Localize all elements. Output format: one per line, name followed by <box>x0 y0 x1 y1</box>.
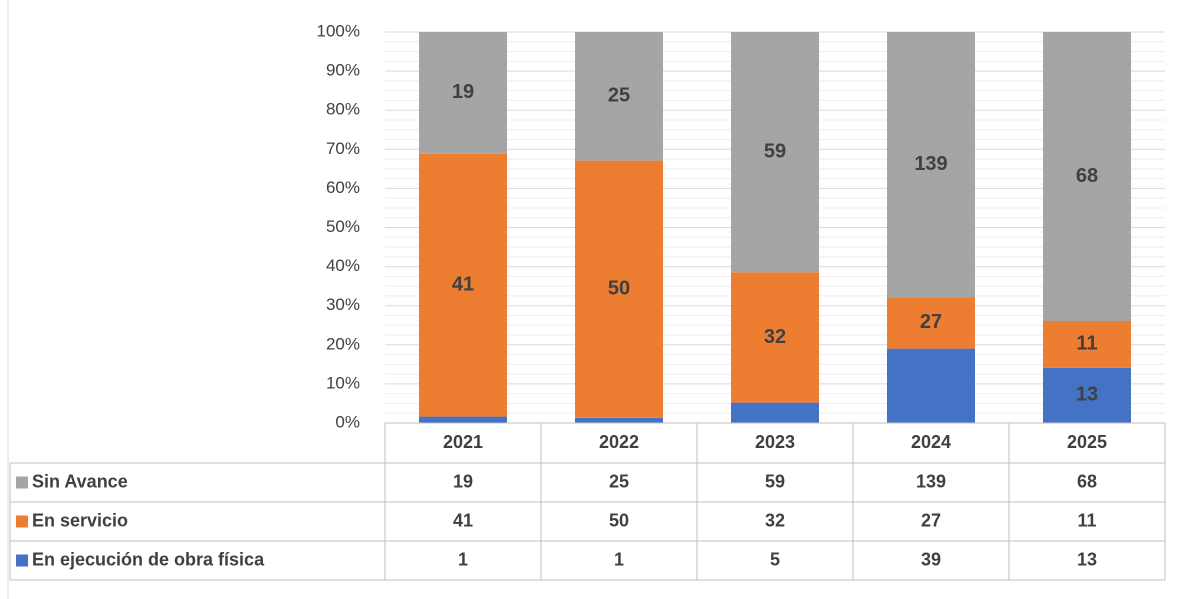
legend-swatch <box>16 515 28 528</box>
table-cell: 50 <box>609 510 629 530</box>
bar-segment <box>1043 367 1131 423</box>
y-tick-label: 10% <box>326 373 360 392</box>
data-label: 19 <box>452 81 474 103</box>
table-cell: 25 <box>609 471 629 491</box>
data-label: 41 <box>452 273 474 295</box>
data-label: 27 <box>920 311 942 333</box>
bar-segment <box>731 32 819 273</box>
data-label: 139 <box>914 153 947 175</box>
legend-label: En ejecución de obra física <box>32 549 265 569</box>
legend-swatch <box>16 476 28 489</box>
data-label: 50 <box>608 278 630 300</box>
y-tick-label: 50% <box>326 217 360 236</box>
bar-segment <box>731 272 819 403</box>
table-cell: 5 <box>770 549 780 569</box>
x-tick-label: 2023 <box>755 432 795 452</box>
y-tick-label: 0% <box>335 412 360 431</box>
x-tick-label: 2021 <box>443 432 483 452</box>
bar-segment <box>1043 321 1131 368</box>
bar-segment <box>887 297 975 349</box>
x-tick-label: 2022 <box>599 432 639 452</box>
table-cell: 27 <box>921 510 941 530</box>
table-cell: 39 <box>921 549 941 569</box>
table-cell: 1 <box>458 549 468 569</box>
y-tick-label: 90% <box>326 61 360 80</box>
table-cell: 139 <box>916 471 946 491</box>
y-tick-label: 100% <box>317 21 360 40</box>
data-label: 11 <box>1076 333 1097 355</box>
table-cell: 11 <box>1077 510 1096 530</box>
table-cell: 1 <box>614 549 624 569</box>
bar-segment <box>731 402 819 423</box>
table-cell: 19 <box>453 471 473 491</box>
y-tick-label: 70% <box>326 139 360 158</box>
data-label: 25 <box>608 85 630 107</box>
bar-segment <box>575 32 663 161</box>
data-label: 59 <box>764 140 786 162</box>
table-cell: 13 <box>1077 549 1097 569</box>
data-label: 32 <box>764 326 786 348</box>
data-label: 13 <box>1076 384 1098 406</box>
data-label: 68 <box>1076 165 1098 187</box>
y-tick-label: 80% <box>326 100 360 119</box>
y-tick-label: 60% <box>326 178 360 197</box>
legend-swatch <box>16 554 28 567</box>
bar-segment <box>887 348 975 423</box>
y-tick-label: 30% <box>326 295 360 314</box>
table-cell: 59 <box>765 471 785 491</box>
bar-segment <box>419 32 507 154</box>
bar-segment <box>887 32 975 298</box>
bar-segment <box>575 160 663 418</box>
bar-segment <box>1043 32 1131 321</box>
bar-segment <box>419 153 507 417</box>
legend-label: En servicio <box>32 510 128 530</box>
legend-label: Sin Avance <box>32 471 128 491</box>
bar-segment <box>419 416 507 423</box>
y-tick-label: 40% <box>326 256 360 275</box>
y-tick-label: 20% <box>326 334 360 353</box>
table-cell: 68 <box>1077 471 1097 491</box>
x-tick-label: 2025 <box>1067 432 1107 452</box>
table-cell: 32 <box>765 510 785 530</box>
table-cell: 41 <box>453 510 473 530</box>
bar-segment <box>575 417 663 423</box>
x-tick-label: 2024 <box>911 432 951 452</box>
